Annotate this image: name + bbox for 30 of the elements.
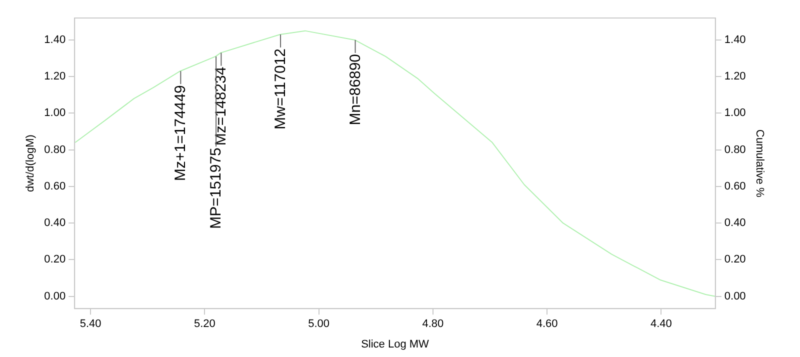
y2-tick-label: 0.80	[724, 144, 746, 156]
annotation: Mz=148234	[212, 66, 230, 146]
y2-axis-title: Cumulative %	[753, 129, 766, 198]
y2-tick-label: 1.40	[724, 34, 746, 46]
y-tick-label: 0.00	[44, 290, 66, 302]
y-tick-label: 0.80	[44, 144, 66, 156]
annotation: Mn=86890	[346, 54, 364, 126]
y-tick-label: 1.00	[44, 107, 66, 120]
y-tick-label: 1.20	[44, 70, 66, 83]
y2-tick-label: 1.00	[724, 107, 746, 120]
x-tick-label: 4.60	[536, 318, 558, 330]
x-tick-label: 4.80	[422, 318, 444, 330]
x-tick-label: 5.00	[308, 318, 330, 330]
y2-tick-label: 1.20	[724, 70, 746, 83]
annotation: Mw=117012	[272, 48, 290, 130]
y2-tick-label: 0.00	[724, 290, 746, 302]
x-tick-label: 5.40	[80, 318, 102, 330]
annotation: MP=151975	[208, 148, 225, 229]
y2-tick-label: 0.40	[724, 217, 746, 230]
y-tick-label: 1.40	[44, 34, 66, 46]
y-axis-title: dwt/d(logM)	[24, 134, 37, 192]
x-tick-label: 5.20	[194, 318, 216, 330]
y2-tick-label: 0.60	[724, 180, 746, 192]
y2-tick-label: 0.20	[724, 254, 746, 266]
x-axis-title: Slice Log MW	[361, 338, 430, 350]
annotation: Mz+1=174449	[172, 85, 190, 182]
x-tick-label: 4.40	[650, 318, 672, 330]
y-tick-label: 0.40	[44, 217, 66, 230]
y-tick-label: 0.20	[44, 254, 66, 266]
y-tick-label: 0.60	[44, 180, 66, 192]
